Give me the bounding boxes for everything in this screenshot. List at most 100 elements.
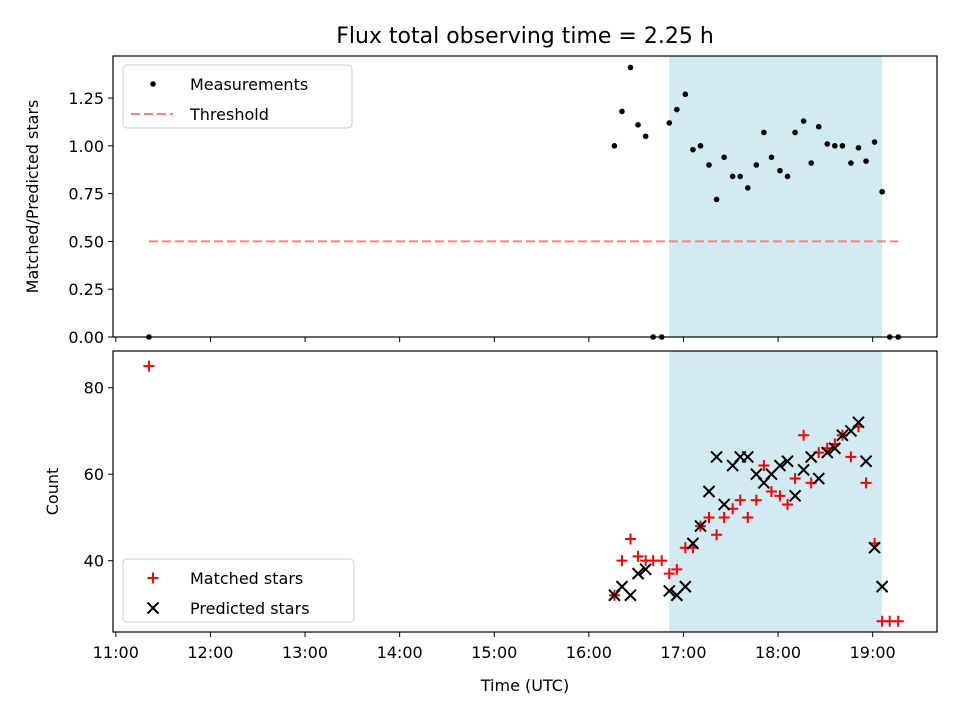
- predicted-stars-point: [781, 455, 794, 468]
- matched-stars-point: [789, 473, 801, 485]
- matched-stars-point: [774, 490, 786, 502]
- measurement-point: [729, 173, 736, 180]
- matched-stars-point: [758, 460, 770, 472]
- matched-stars-point: [782, 498, 794, 510]
- matched-stars-point: [703, 511, 715, 523]
- predicted-stars-point: [639, 563, 652, 576]
- measurement-point: [848, 160, 854, 166]
- measurement-point: [784, 173, 791, 180]
- matched-stars-point: [718, 511, 730, 523]
- measurement-point: [855, 144, 862, 151]
- matched-stars-point: [143, 360, 155, 372]
- measurement-point: [777, 167, 783, 174]
- figure-title: Flux total observing time = 2.25 h: [336, 24, 714, 49]
- x-tick-label: 15:00: [471, 643, 517, 662]
- predicted-stars-point: [679, 580, 692, 593]
- axes-frame: [112, 350, 938, 633]
- measurement-point: [619, 108, 625, 115]
- x-axis-label: Time (UTC): [480, 676, 569, 695]
- measurement-point: [761, 129, 767, 136]
- measurement-point: [871, 139, 878, 145]
- y-axis-label: Matched/Predicted stars: [23, 100, 42, 294]
- x-tick-label: 11:00: [93, 643, 139, 662]
- highlight-span: [669, 56, 883, 337]
- predicted-stars-point: [836, 429, 849, 442]
- x-tick-label: 13:00: [282, 643, 328, 662]
- predicted-stars-point: [694, 519, 707, 533]
- matched-stars-point: [742, 511, 754, 523]
- predicted-stars-point: [852, 416, 865, 429]
- bottom-panel: 11:00 12:00 13:00 14:00 15:00 16:00 17:00 18:00…: [43, 350, 938, 695]
- measurement-point: [744, 185, 751, 191]
- legend-matched-marker: [147, 572, 159, 584]
- measurement-point: [642, 133, 649, 140]
- predicted-stars-point: [828, 442, 842, 455]
- legend-box: [122, 558, 355, 623]
- legend-label: Threshold: [189, 105, 269, 124]
- measurement-point: [824, 141, 831, 147]
- measurement-point: [713, 196, 720, 203]
- x-tick-label: 12:00: [187, 643, 233, 662]
- legend: Measurements Threshold: [122, 64, 353, 129]
- measurement-point: [635, 122, 641, 128]
- x-tick-label: 14:00: [377, 643, 423, 662]
- predicted-stars-point: [741, 450, 754, 464]
- measurement-point: [879, 188, 885, 195]
- matched-stars-point: [632, 550, 644, 562]
- measurement-point: [768, 154, 775, 161]
- legend-label: Measurements: [190, 75, 308, 94]
- matched-stars-point: [663, 568, 675, 580]
- predicted-stars-point: [868, 541, 881, 554]
- measurement-point: [753, 162, 760, 168]
- measurement-point: [721, 154, 727, 161]
- y-axis-label: Count: [43, 468, 62, 516]
- x-tick-label: 17:00: [660, 643, 706, 662]
- matched-stars-point: [624, 533, 636, 545]
- matched-stars-point: [734, 494, 746, 506]
- predicted-stars-point: [773, 459, 787, 472]
- axes-frame: [112, 55, 938, 338]
- matched-stars-point: [860, 477, 872, 489]
- predicted-stars-point: [702, 485, 716, 498]
- measurement-point: [697, 143, 704, 149]
- predicted-stars-point: [875, 580, 889, 593]
- measurement-point: [627, 64, 634, 71]
- predicted-stars-point: [821, 446, 834, 459]
- measurement-point: [800, 118, 807, 124]
- y-tick-label: 0.50: [68, 232, 104, 251]
- matched-stars-point: [711, 529, 723, 541]
- matched-stars-point: [765, 486, 777, 497]
- x-tick-label: 18:00: [755, 643, 801, 662]
- predicted-stars-point: [710, 450, 723, 464]
- matched-stars-point: [892, 615, 904, 627]
- y-tick-label: 40: [84, 552, 104, 571]
- legend-predicted-marker: [146, 601, 160, 615]
- y-tick-label: 1.00: [68, 137, 104, 156]
- legend-label: Matched stars: [190, 569, 303, 588]
- matched-stars-point: [798, 429, 810, 441]
- matched-stars-point: [671, 563, 683, 575]
- measurement-point: [682, 91, 689, 98]
- predicted-stars-point: [686, 537, 700, 550]
- top-panel: 0.00 0.25 0.50 0.75 1.00 1.25 Matched/Predicte…: [23, 55, 938, 347]
- measurement-point: [611, 143, 618, 149]
- measurement-point: [832, 143, 838, 149]
- measurement-point: [690, 146, 696, 153]
- predicted-stars-point: [812, 472, 825, 485]
- matched-stars-point: [750, 494, 762, 506]
- measurement-point: [706, 162, 712, 168]
- measurement-point: [674, 106, 680, 113]
- predicted-stars-point: [788, 489, 802, 503]
- predicted-stars-point: [717, 498, 731, 511]
- measurement-point: [792, 129, 798, 136]
- measurement-point: [666, 120, 673, 126]
- measurement-point: [815, 123, 822, 130]
- measurement-point: [808, 160, 814, 166]
- y-tick-label: 60: [84, 465, 104, 484]
- matched-stars-point: [656, 555, 668, 567]
- predicted-stars-point: [859, 455, 873, 468]
- predicted-stars-point: [797, 463, 810, 477]
- y-tick-label: 80: [84, 379, 104, 398]
- legend-box: [122, 64, 353, 129]
